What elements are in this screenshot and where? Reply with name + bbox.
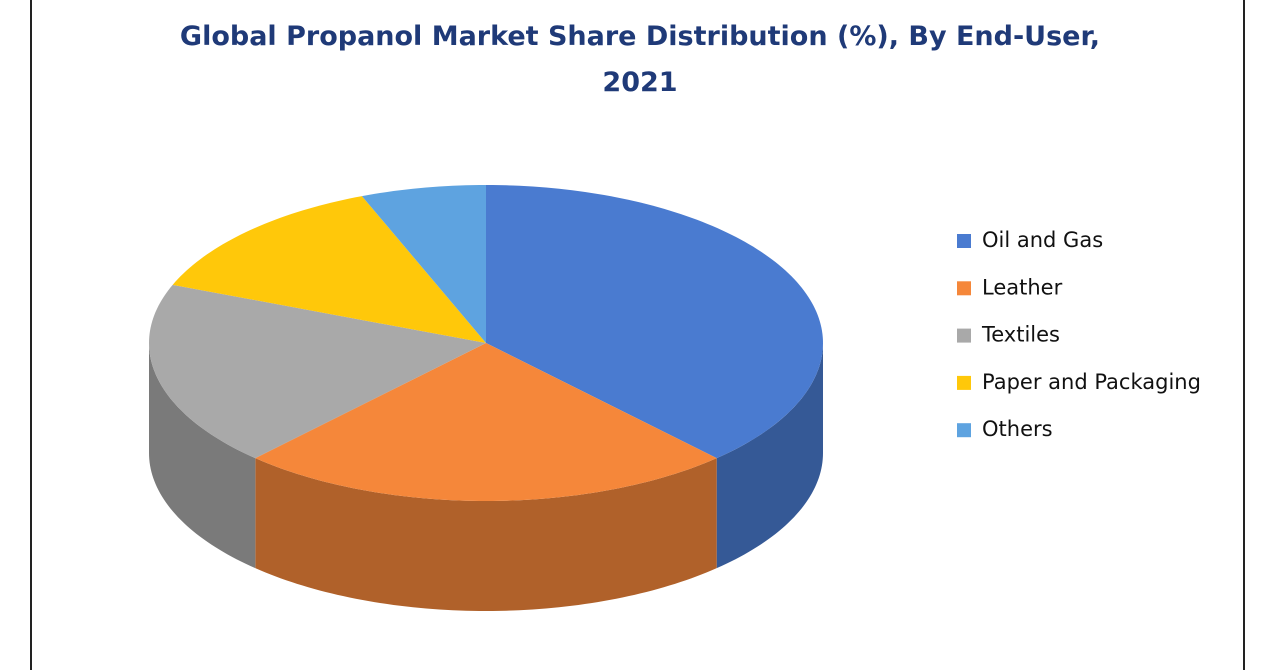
pie-slice: [172, 196, 486, 343]
legend-swatch: [957, 328, 971, 343]
pie-slice: [149, 284, 486, 459]
pie-side: [149, 343, 256, 569]
pie-slice: [486, 185, 823, 459]
legend-label: Paper and Packaging: [982, 370, 1201, 394]
legend-swatch: [957, 423, 971, 438]
pie-slice: [361, 185, 486, 343]
legend-label: Textiles: [981, 323, 1060, 347]
legend-swatch: [957, 281, 971, 296]
legend-swatch: [957, 375, 971, 390]
legend-label: Others: [982, 417, 1053, 441]
frame: [30, 0, 1245, 670]
chart-title: Global Propanol Market Share Distributio…: [179, 21, 1101, 98]
pie-slice: [255, 343, 717, 501]
legend-label: Leather: [982, 275, 1063, 299]
pie-side: [255, 458, 717, 611]
legend-swatch: [957, 234, 971, 248]
legend-label: Oil and Gas: [982, 228, 1103, 252]
pie-side: [716, 343, 823, 569]
